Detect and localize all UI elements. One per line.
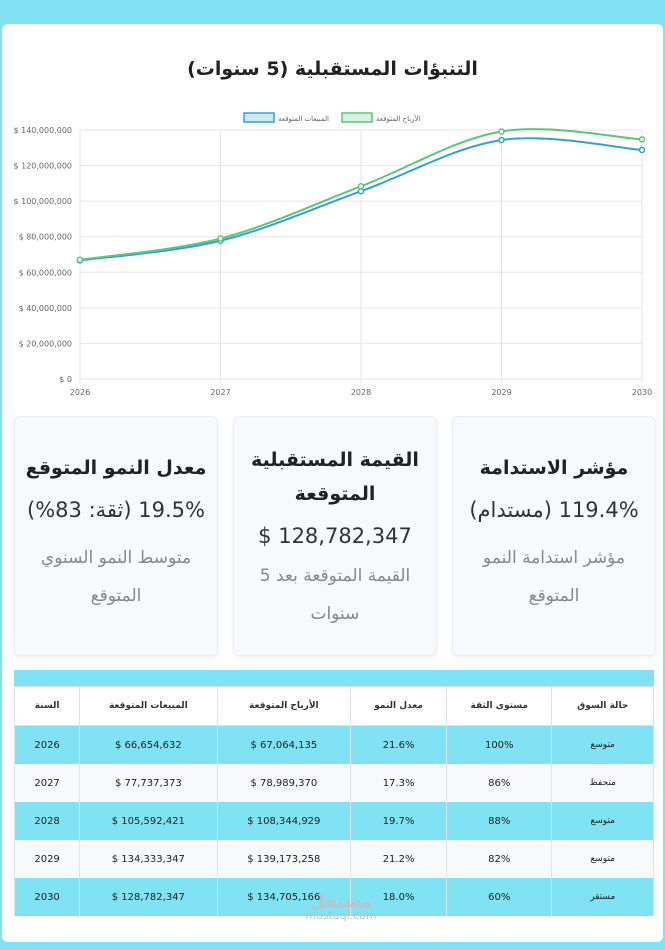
cell-sales: $ 134,333,347 [79, 840, 218, 878]
data-point [638, 136, 646, 143]
kpi-value: $ 128,782,347 [258, 524, 412, 548]
kpi-cards: مؤشر الاستدامة 119.4% (مستدام) مؤشر استد… [14, 416, 656, 656]
cell-sales: $ 77,737,373 [79, 764, 218, 802]
kpi-title: القيمة المستقبلية المتوقعة [251, 449, 419, 505]
mostaql-watermark: مستقل mostaql.com [296, 892, 386, 923]
cell-confidence: 86% [446, 764, 553, 802]
cell-year: 2028 [13, 802, 81, 840]
cell-year: 2026 [13, 725, 81, 764]
legend-swatch [341, 112, 373, 123]
table-row: 2028 $ 105,592,421 $ 108,344,929 19.7% 8… [13, 802, 654, 840]
x-tick-label: 2026 [70, 388, 90, 397]
table-row: 2030 $ 128,782,347 $ 134,705,166 18.0% 6… [13, 878, 654, 916]
cell-sales: $ 105,592,421 [79, 802, 218, 840]
data-point [76, 256, 84, 263]
kpi-value: 19.5% (ثقة: 83%) [27, 498, 205, 522]
legend-label: المبيعات المتوقعة [278, 115, 329, 123]
cell-market: متوسع [551, 802, 654, 840]
data-point [357, 183, 365, 190]
y-tick-label: $ 0 [59, 375, 72, 384]
x-tick-label: 2028 [351, 388, 371, 397]
chart-title: التنبؤات المستقبلية (5 سنوات) [187, 58, 478, 80]
table-row: 2029 $ 134,333,347 $ 139,173,258 21.2% 8… [13, 840, 654, 878]
cell-year: 2027 [13, 764, 81, 802]
cell-growth: 19.7% [350, 802, 448, 840]
legend-label: الأرباح المتوقعة [376, 114, 421, 123]
y-tick-label: $ 80,000,000 [19, 233, 72, 242]
y-tick-label: $ 20,000,000 [19, 339, 72, 348]
cell-growth: 21.6% [350, 725, 448, 764]
cell-profits: $ 134,705,166 [216, 878, 352, 916]
cell-profits: $ 67,064,135 [216, 725, 352, 764]
y-tick-label: $ 100,000,000 [13, 197, 72, 206]
forecast-table: السنة المبيعات المتوقعة الأرباح المتوقعة… [13, 670, 654, 916]
cell-growth: 21.2% [350, 840, 448, 878]
table-top-bar [14, 670, 654, 686]
cell-sales: $ 128,782,347 [79, 878, 218, 916]
x-tick-label: 2027 [210, 388, 230, 397]
cell-profits: $ 78,989,370 [216, 764, 352, 802]
data-point [217, 235, 224, 242]
table-header-row: السنة المبيعات المتوقعة الأرباح المتوقعة… [13, 686, 654, 726]
x-tick-label: 2030 [632, 388, 652, 397]
forecast-data-table: السنة المبيعات المتوقعة الأرباح المتوقعة… [13, 686, 654, 916]
y-tick-label: $ 120,000,000 [13, 162, 72, 171]
y-tick-label: $ 40,000,000 [19, 304, 72, 313]
kpi-title: معدل النمو المتوقع [25, 457, 207, 479]
header-profits: الأرباح المتوقعة [216, 686, 352, 726]
cell-confidence: 100% [446, 725, 553, 764]
cell-profits: $ 108,344,929 [216, 802, 352, 840]
legend-swatch [243, 112, 275, 123]
cell-growth: 18.0% [350, 878, 448, 916]
header-growth: معدل النمو [350, 686, 448, 726]
kpi-subtitle: متوسط النمو السنوي المتوقع [40, 548, 192, 606]
data-point [638, 146, 646, 154]
cell-market: مستقر [551, 878, 654, 916]
header-year: السنة [13, 686, 81, 726]
kpi-subtitle: مؤشر استدامة النمو المتوقع [483, 548, 625, 606]
kpi-sustainability: مؤشر الاستدامة 119.4% (مستدام) مؤشر استد… [452, 416, 656, 656]
x-tick-label: 2029 [491, 388, 511, 397]
y-tick-label: $ 60,000,000 [19, 268, 72, 277]
kpi-subtitle: القيمة المتوقعة بعد 5 سنوات [259, 566, 411, 624]
cell-confidence: 60% [446, 878, 553, 916]
forecast-line-chart: $ 0 $ 20,000,000 $ 40,000,000 $ 60,000,000 $… [13, 112, 652, 397]
cell-year: 2029 [13, 840, 81, 878]
cell-profits: $ 139,173,258 [216, 840, 352, 878]
cell-growth: 17.3% [350, 764, 448, 802]
kpi-future-value: القيمة المستقبلية المتوقعة $ 128,782,347… [233, 416, 437, 656]
table-row: 2027 $ 77,737,373 $ 78,989,370 17.3% 86%… [13, 764, 654, 802]
data-point [498, 128, 505, 135]
kpi-growth-rate: معدل النمو المتوقع 19.5% (ثقة: 83%) متوس… [14, 416, 218, 656]
kpi-title: مؤشر الاستدامة [479, 457, 629, 479]
table-row: 2026 $ 66,654,632 $ 67,064,135 21.6% 100… [13, 725, 654, 764]
cell-market: متوسع [551, 725, 654, 764]
cell-year: 2030 [13, 878, 81, 916]
cell-market: متحفظ [551, 764, 654, 802]
header-market: حالة السوق [551, 686, 654, 726]
header-confidence: مستوى الثقة [446, 686, 553, 726]
data-point [498, 136, 505, 144]
header-sales: المبيعات المتوقعة [79, 686, 218, 726]
watermark-arabic: مستقل [309, 892, 373, 912]
watermark-url: mostaql.com [305, 909, 377, 922]
y-tick-label: $ 140,000,000 [13, 126, 72, 135]
cell-market: متوسع [551, 840, 654, 878]
kpi-value: 119.4% (مستدام) [469, 498, 639, 522]
cell-sales: $ 66,654,632 [79, 725, 218, 764]
cell-confidence: 88% [446, 802, 553, 840]
cell-confidence: 82% [446, 840, 553, 878]
